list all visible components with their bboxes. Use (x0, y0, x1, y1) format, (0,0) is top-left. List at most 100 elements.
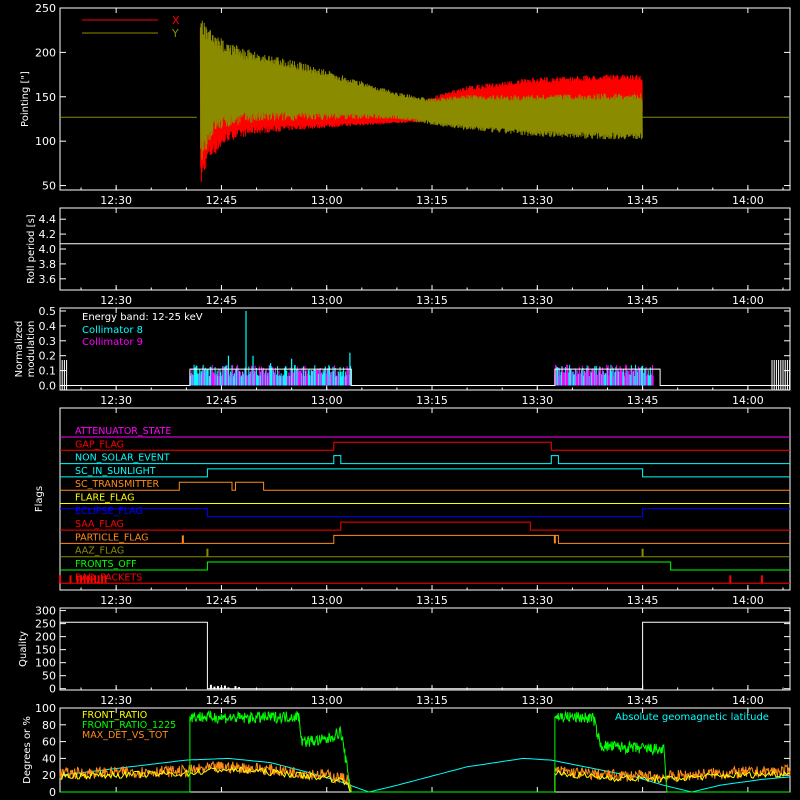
pointing-ylabel: Pointing ["] (20, 71, 31, 127)
modulation-xtick-label: 13:15 (416, 394, 448, 407)
modulation-ytick-label: 0.0 (39, 380, 57, 393)
flag-line-particle-flag (60, 534, 790, 544)
flag-label-flare-flag: FLARE_FLAG (75, 493, 135, 504)
quality-xtick-label: 13:15 (416, 694, 448, 707)
modulation-legend-8: Collimator 8 (82, 325, 143, 336)
flag-label-particle-flag: PARTICLE_FLAG (75, 532, 148, 543)
ratios-legend-max-det-vs-tot: MAX_DET_VS_TOT (82, 730, 168, 741)
roll-ytick-label: 4.4 (39, 213, 57, 226)
flags-ylabel: Flags (34, 486, 45, 512)
flags-xtick-label: 13:00 (311, 594, 343, 607)
modulation-ytick-label: 0.1 (39, 365, 57, 378)
quality-ytick-label: 200 (35, 631, 56, 644)
modulation-a-ylabel: Normalized (14, 321, 25, 378)
flags-frame (59, 407, 791, 591)
quality-ytick-label: 0 (49, 683, 56, 696)
flag-line-gap-flag (60, 441, 790, 451)
pointing-series-y (199, 20, 643, 160)
pointing-legend-y: Y (171, 27, 179, 40)
quality-xtick-label: 13:45 (627, 694, 659, 707)
pointing-ytick-label: 50 (42, 180, 56, 193)
roll-ytick-label: 4.0 (39, 243, 57, 256)
ratios-ytick-label: 20 (42, 769, 56, 782)
modulation-xtick-label: 12:30 (100, 394, 132, 407)
modulation-ytick-label: 0.4 (39, 320, 57, 333)
roll-frame (59, 207, 791, 291)
roll-xtick-label: 14:00 (732, 294, 764, 307)
flags-xtick-label: 12:30 (100, 594, 132, 607)
pointing-xtick-label: 13:00 (311, 194, 343, 207)
roll-xtick-label: 13:45 (627, 294, 659, 307)
flag-line-sc-transmitter (60, 481, 790, 491)
ratios-legend-front-ratio-1225: FRONT_RATIO_1225 (82, 720, 176, 731)
modulation-b-ylabel: modulation (26, 321, 37, 378)
flag-label-sc-in-sunlight: SC_IN_SUNLIGHT (75, 466, 156, 477)
ratios-series-geomagnetic-latitude (59, 757, 791, 793)
pointing-legend-x: X (172, 14, 180, 27)
pointing-ytick-label: 150 (35, 91, 56, 104)
quality-xtick-label: 12:45 (206, 694, 238, 707)
modulation-frame (59, 307, 791, 391)
quality-line (60, 621, 790, 690)
modulation-ytick-label: 0.2 (39, 350, 57, 363)
roll-ytick-label: 3.8 (39, 258, 57, 271)
modulation-legend-title: Energy band: 12-25 keV (82, 312, 203, 323)
ratios-legend-front-ratio: FRONT_RATIO (82, 710, 147, 721)
modulation-xtick-label: 12:45 (206, 394, 238, 407)
flag-label-non-solar-event: NON_SOLAR_EVENT (75, 453, 170, 464)
roll-ytick-label: 4.2 (39, 228, 57, 241)
modulation-legend-9: Collimator 9 (82, 337, 143, 348)
roll-ylabel: Roll period [s] (26, 214, 37, 283)
flags-xtick-label: 14:00 (732, 594, 764, 607)
flag-label-eclipse-flag: ECLIPSE_FLAG (75, 506, 143, 517)
pointing-frame (59, 7, 791, 191)
flag-line-fronts-off (60, 561, 790, 571)
pointing-xtick-label: 13:15 (416, 194, 448, 207)
modulation-envelope (60, 368, 790, 386)
pointing-xtick-label: 13:30 (521, 194, 553, 207)
flag-line-non-solar-event (60, 455, 790, 465)
modulation-xtick-label: 13:30 (521, 394, 553, 407)
quality-xtick-label: 13:00 (311, 694, 343, 707)
modulation-xtick-label: 13:00 (311, 394, 343, 407)
flag-label-bad-packets: BAD_PACKETS (75, 572, 142, 583)
ratios-ylabel: Degrees or % (22, 716, 33, 784)
quality-ytick-label: 100 (35, 657, 56, 670)
flags-xtick-label: 13:30 (521, 594, 553, 607)
flag-line-sc-in-sunlight (60, 468, 790, 478)
pointing-xtick-label: 12:45 (206, 194, 238, 207)
ratios-legend-geomagnetic-latitude: Absolute geomagnetic latitude (615, 712, 769, 723)
flags-xtick-label: 13:45 (627, 594, 659, 607)
flag-line-eclipse-flag (60, 508, 790, 518)
quality-ylabel: Quality (18, 631, 29, 667)
roll-ytick-label: 3.6 (39, 273, 57, 286)
modulation-ytick-label: 0.3 (39, 335, 57, 348)
quality-xtick-label: 14:00 (732, 694, 764, 707)
modulation-ytick-label: 0.5 (39, 305, 57, 318)
roll-xtick-label: 13:30 (521, 294, 553, 307)
flags-xtick-label: 13:15 (416, 594, 448, 607)
ratios-ytick-label: 60 (42, 736, 56, 749)
pointing-ytick-label: 100 (35, 135, 56, 148)
flag-label-gap-flag: GAP_FLAG (75, 439, 124, 450)
flag-label-sc-transmitter: SC_TRANSMITTER (75, 479, 160, 490)
quality-ytick-label: 150 (35, 644, 56, 657)
flag-label-fronts-off: FRONTS_OFF (75, 559, 137, 570)
roll-xtick-label: 12:45 (206, 294, 238, 307)
ratios-ytick-label: 40 (42, 752, 56, 765)
pointing-ytick-label: 250 (35, 2, 56, 15)
pointing-xtick-label: 14:00 (732, 194, 764, 207)
roll-xtick-label: 12:30 (100, 294, 132, 307)
roll-xtick-label: 13:00 (311, 294, 343, 307)
ratios-ytick-label: 100 (35, 702, 56, 715)
flags-xtick-label: 12:45 (206, 594, 238, 607)
pointing-xtick-label: 12:30 (100, 194, 132, 207)
quality-ytick-label: 300 (35, 605, 56, 618)
quality-ytick-label: 250 (35, 618, 56, 631)
ratios-ytick-label: 80 (42, 719, 56, 732)
pointing-ytick-label: 200 (35, 46, 56, 59)
ratios-ytick-label: 0 (49, 786, 56, 799)
quality-xtick-label: 13:30 (521, 694, 553, 707)
modulation-xtick-label: 13:45 (627, 394, 659, 407)
